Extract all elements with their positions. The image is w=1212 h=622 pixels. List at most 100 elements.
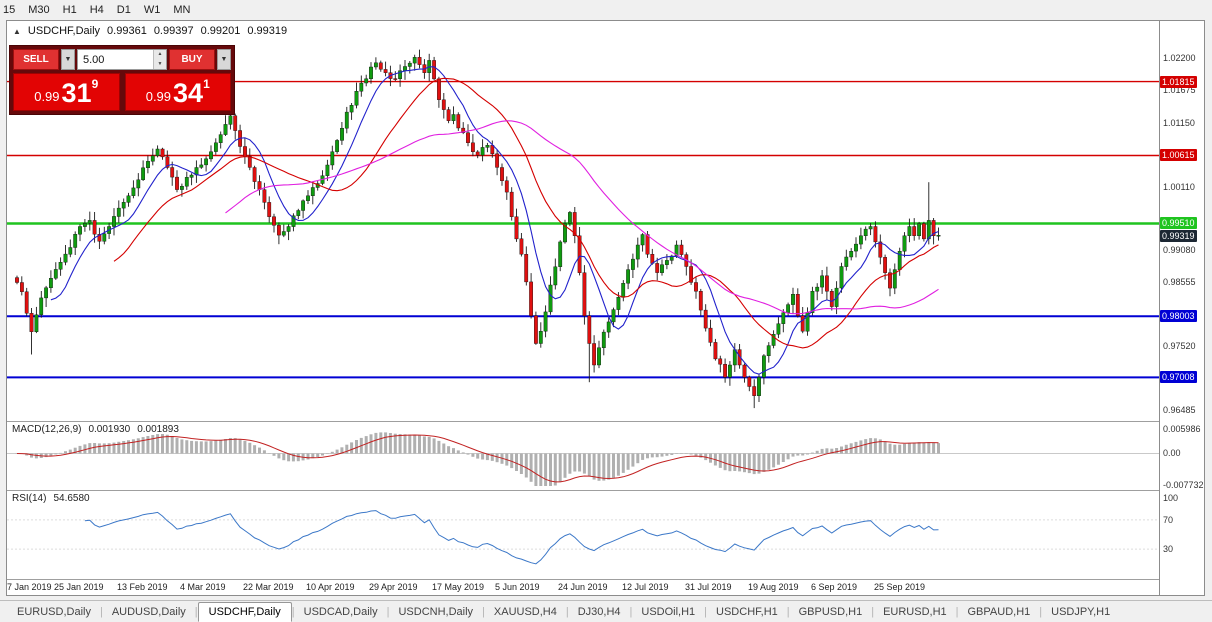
tab-divider: | (1039, 605, 1043, 618)
panel-separator (7, 579, 1159, 580)
panel-separator[interactable] (7, 490, 1159, 491)
rsi-value: 54.6580 (53, 493, 90, 504)
time-axis-label: 6 Sep 2019 (811, 582, 858, 592)
chart-symbol-period: USDCHF,Daily (27, 25, 101, 37)
macd-scale-label: 0.00 (1163, 448, 1181, 459)
tab-divider: | (871, 605, 875, 618)
time-axis-label: 13 Feb 2019 (117, 582, 168, 592)
chart-tab-usdcad-daily[interactable]: USDCAD,Daily (303, 605, 378, 618)
rsi-scale-label: 100 (1163, 493, 1179, 503)
sell-price-point: 9 (91, 77, 99, 91)
price-scale-label: 0.99080 (1163, 244, 1196, 255)
price-scale-label: 1.00110 (1163, 181, 1195, 192)
spin-up-icon[interactable]: ▲ (154, 50, 166, 60)
rsi-name: RSI(14) (12, 493, 47, 504)
chart-collapse-icon[interactable]: ▲ (13, 26, 21, 36)
buy-price-point: 1 (203, 77, 210, 91)
macd-indicator-label: MACD(12,26,9) 0.001930 0.001893 (12, 424, 179, 435)
time-axis[interactable]: 7 Jan 2019 25 Jan 2019 13 Feb 2019 4 Mar 20… (7, 579, 1159, 595)
price-scale-label: 1.01675 (1163, 85, 1196, 96)
time-axis-label: 24 Jun 2019 (558, 582, 608, 592)
time-axis-label: 7 Jan 2019 (7, 582, 52, 592)
time-axis-label: 29 Apr 2019 (369, 582, 418, 592)
timeframe-button-mn[interactable]: MN (173, 4, 191, 16)
ohlc-close: 0.99319 (247, 25, 288, 37)
tab-divider: | (482, 605, 485, 618)
chart-tab-bar: EURUSD,Daily | AUDUSD,Daily | USDCHF,Daily | U… (0, 600, 1212, 622)
chart-tab-xauusd-h4[interactable]: XAUUSD,H4 (493, 605, 557, 618)
tab-divider: | (194, 605, 198, 618)
chart-tab-gbpaud-h1[interactable]: GBPAUD,H1 (967, 605, 1031, 618)
chart-tab-usdjpy-h1[interactable]: USDJPY,H1 (1051, 605, 1111, 618)
price-axis[interactable]: 1.02200 1.01675 1.01150 1.00110 0.99080 0.985… (1159, 21, 1204, 595)
macd-main-value: 0.001930 (88, 424, 131, 435)
one-click-trading-panel: SELL ▼ 5.00 ▲ ▼ BUY ▼ 0.99 31 9 (9, 45, 235, 115)
time-axis-label: 31 Jul 2019 (685, 582, 732, 592)
price-chart[interactable] (7, 21, 1159, 421)
chart-tab-usdchf-h1[interactable]: USDCHF,H1 (716, 605, 778, 618)
rsi-scale-label: 30 (1163, 544, 1174, 555)
macd-signal-value: 0.001893 (137, 424, 179, 435)
chart-tab-usdcnh-daily[interactable]: USDCNH,Daily (398, 605, 474, 618)
macd-name: MACD(12,26,9) (12, 424, 82, 435)
tab-divider: | (629, 605, 633, 618)
buy-price-box[interactable]: 0.99 34 1 (124, 73, 231, 111)
time-axis-label: 25 Jan 2019 (54, 582, 104, 592)
spin-down-icon[interactable]: ▼ (154, 59, 166, 69)
volume-spinner[interactable]: ▲ ▼ (153, 50, 166, 69)
tab-divider: | (386, 605, 390, 618)
time-axis-label: 25 Sep 2019 (874, 582, 926, 592)
timeframe-button-h4[interactable]: H4 (89, 4, 104, 16)
time-axis-label: 5 Jun 2019 (495, 582, 540, 592)
timeframe-button-h1[interactable]: H1 (62, 4, 77, 16)
chart-tab-usdoil-h1[interactable]: USDOil,H1 (641, 605, 696, 618)
time-axis-label: 4 Mar 2019 (180, 582, 226, 592)
tab-divider: | (786, 605, 790, 618)
buy-options-dropdown-icon[interactable]: ▼ (217, 49, 231, 70)
price-scale-label: 0.96485 (1163, 404, 1196, 415)
chart-tab-audusd-daily[interactable]: AUDUSD,Daily (111, 605, 186, 618)
price-line-badge: 0.98003 (1160, 310, 1197, 323)
buy-price-base: 0.99 (145, 89, 172, 104)
sell-button[interactable]: SELL (13, 49, 59, 70)
buy-price-pips: 34 (173, 78, 204, 108)
buy-button[interactable]: BUY (169, 49, 215, 70)
sell-price-pips: 31 (61, 78, 92, 108)
price-scale-label: 0.97520 (1163, 340, 1196, 351)
current-price-badge: 0.99319 (1160, 230, 1197, 243)
chart-tab-eurusd-daily[interactable]: EURUSD,Daily (17, 605, 91, 618)
macd-scale-label: -0.007732 (1163, 479, 1204, 490)
price-scale-label: 1.01150 (1163, 117, 1195, 128)
time-axis-label: 10 Apr 2019 (306, 582, 355, 592)
timeframe-button-d1[interactable]: D1 (116, 4, 131, 16)
time-axis-label: 17 May 2019 (432, 582, 485, 592)
rsi-panel[interactable] (7, 490, 1159, 579)
price-line-badge: 0.99510 (1160, 217, 1197, 230)
timeframe-button-15[interactable]: 15 (3, 4, 16, 16)
ohlc-open: 0.99361 (107, 25, 147, 37)
rsi-indicator-label: RSI(14) 54.6580 (12, 493, 90, 504)
macd-scale-label: 0.005986 (1163, 424, 1201, 435)
chart-tab-gbpusd-h1[interactable]: GBPUSD,H1 (798, 605, 863, 618)
sell-price-base: 0.99 (34, 89, 60, 104)
panel-separator[interactable] (7, 421, 1159, 422)
price-line-badge: 1.01815 (1160, 75, 1197, 88)
tab-divider: | (565, 605, 569, 618)
chart-tab-usdchf-daily[interactable]: USDCHF,Daily (197, 601, 292, 622)
timeframe-button-w1[interactable]: W1 (143, 4, 161, 16)
chart-tab-dj30-h4[interactable]: DJ30,H4 (577, 605, 621, 618)
chart-tab-eurusd-h1[interactable]: EURUSD,H1 (883, 605, 947, 618)
volume-value[interactable]: 5.00 (83, 53, 105, 66)
sell-price-box[interactable]: 0.99 31 9 (13, 73, 120, 111)
time-axis-label: 12 Jul 2019 (622, 582, 669, 592)
volume-field[interactable]: 5.00 ▲ ▼ (77, 49, 167, 70)
sell-options-dropdown-icon[interactable]: ▼ (61, 49, 75, 70)
ohlc-high: 0.99397 (153, 25, 194, 37)
price-scale-label: 0.98555 (1163, 277, 1196, 288)
macd-panel[interactable] (7, 421, 1159, 490)
timeframe-button-m30[interactable]: M30 (28, 4, 50, 16)
time-axis-label: 22 Mar 2019 (243, 582, 294, 592)
tab-divider: | (291, 605, 295, 618)
time-axis-label: 19 Aug 2019 (748, 582, 799, 592)
